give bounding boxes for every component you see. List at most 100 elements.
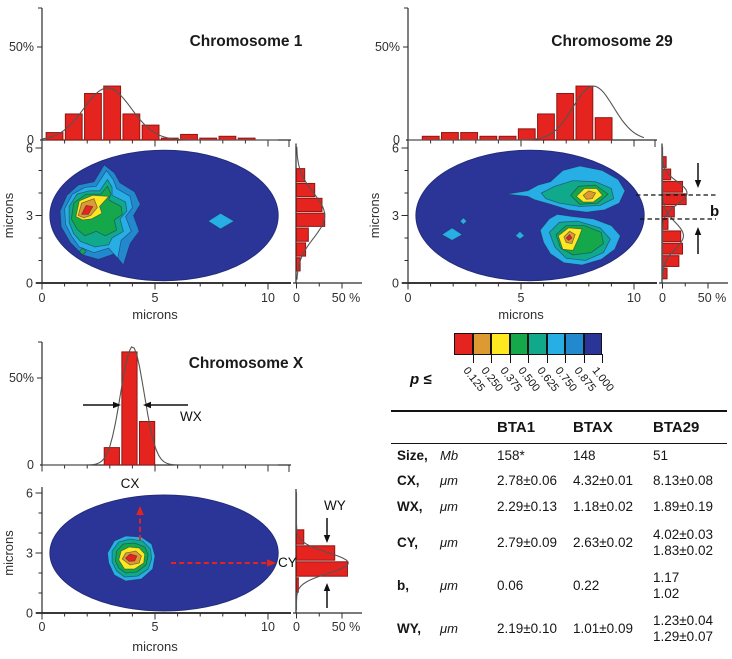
svg-text:0: 0 — [27, 458, 34, 472]
table-row: CX, μm 2.78±0.06 4.32±0.01 8.13±0.08 — [391, 468, 727, 494]
table-row: WY, μm 2.19±0.10 1.01±0.09 1.23±0.04 1.29±0.… — [391, 606, 727, 652]
contour-plot: 0 5 10 microns 0 3 6 microns — [1, 141, 291, 322]
table-header-blank — [391, 410, 491, 444]
annotation-label: b — [710, 203, 719, 220]
annotation-label: WY — [324, 498, 346, 513]
right-histogram: 0 50 % — [293, 489, 362, 634]
legend-and-table: p ≤ 0.125 0.250 0.375 0.500 0.625 0.750 0.875 1… — [366, 325, 732, 659]
legend-color-box — [491, 333, 510, 355]
annotation-label: CY — [278, 555, 297, 570]
table-cell: 1.18±0.02 — [573, 498, 633, 514]
svg-text:0: 0 — [39, 620, 46, 634]
table-body: Size, Mb 158* 148 51 CX, μm 2.78±0.06 4.32±0.01 8… — [391, 444, 727, 652]
table-row: WX, μm 2.29±0.13 1.18±0.02 1.89±0.19 — [391, 494, 727, 520]
panel-title: Chromosome 1 — [190, 33, 303, 50]
svg-text:0: 0 — [39, 291, 46, 305]
table-cell: 2.63±0.02 — [573, 534, 633, 550]
row-name: b, — [397, 577, 409, 593]
svg-text:50%: 50% — [9, 40, 34, 54]
row-name: CX, — [397, 472, 420, 488]
probability-legend: p ≤ 0.125 0.250 0.375 0.500 0.625 0.750 0.875 1… — [366, 325, 732, 405]
legend-color-box — [472, 333, 491, 355]
row-label: WX, μm — [391, 494, 491, 520]
svg-text:50 %: 50 % — [332, 291, 361, 305]
measurements-table: BTA1 BTAX BTA29 Size, Mb 158* 148 51 CX, μm 2.7… — [391, 410, 727, 652]
legend-color-box — [528, 333, 547, 355]
svg-text:0: 0 — [26, 607, 33, 621]
legend-tick — [565, 354, 566, 363]
row-name: CY, — [397, 534, 419, 550]
row-label: CX, μm — [391, 468, 491, 494]
legend-color-box — [454, 333, 473, 355]
table-cell: 2.19±0.10 — [497, 620, 557, 636]
panel-title: Chromosome 29 — [551, 33, 673, 50]
table-header-btax: BTAX — [567, 410, 647, 444]
svg-text:50 %: 50 % — [698, 291, 727, 305]
svg-text:3: 3 — [392, 209, 399, 223]
contour-plot: 0 5 10 microns 0 3 6 microns — [367, 141, 657, 322]
legend-tick — [528, 354, 529, 363]
svg-text:0: 0 — [405, 291, 412, 305]
table-cell: 0.06 — [497, 577, 524, 593]
svg-text:10: 10 — [261, 291, 275, 305]
row-unit: μm — [440, 534, 458, 550]
svg-text:10: 10 — [261, 620, 275, 634]
table-cell: 1.01±0.09 — [573, 620, 633, 636]
table-cell: 51 — [653, 447, 669, 463]
contour-plot: 0 5 10 microns 0 3 6 microns — [1, 487, 291, 654]
table-row: b, μm 0.06 0.22 1.17 1.02 — [391, 566, 727, 606]
svg-text:50%: 50% — [375, 40, 400, 54]
svg-text:0: 0 — [27, 133, 34, 147]
table-cell: 1.23±0.04 1.29±0.07 — [653, 612, 713, 644]
legend-color-box — [565, 333, 584, 355]
svg-text:50%: 50% — [9, 371, 34, 385]
right-histogram: 0 50 % — [293, 143, 362, 305]
top-histogram: 50% 0 — [9, 7, 291, 147]
right-histogram: 0 50 % — [659, 143, 728, 305]
svg-text:0: 0 — [293, 291, 300, 305]
row-label: Size, Mb — [391, 444, 491, 468]
row-unit: μm — [440, 472, 458, 488]
legend-tick — [583, 354, 585, 363]
svg-text:0: 0 — [392, 277, 399, 291]
annotation-label: WX — [180, 409, 202, 424]
svg-text:0: 0 — [659, 291, 666, 305]
table-header-row: BTA1 BTAX BTA29 — [391, 410, 727, 444]
svg-text:microns: microns — [367, 192, 382, 238]
top-histogram: 50% 0 — [375, 7, 657, 147]
legend-color-box — [583, 333, 602, 355]
svg-text:3: 3 — [26, 547, 33, 561]
row-unit: μm — [440, 577, 458, 593]
table-cell: 8.13±0.08 — [653, 472, 713, 488]
svg-text:50 %: 50 % — [332, 620, 361, 634]
row-label: WY, μm — [391, 606, 491, 652]
annotations: b — [636, 163, 719, 254]
svg-text:0: 0 — [293, 620, 300, 634]
row-name: WY, — [397, 620, 422, 636]
table-cell: 4.02±0.03 1.83±0.02 — [653, 526, 713, 558]
row-unit: μm — [440, 498, 458, 514]
svg-text:6: 6 — [26, 142, 33, 156]
legend-tick — [509, 354, 511, 363]
legend-tick — [546, 354, 548, 363]
row-unit: μm — [440, 620, 458, 636]
svg-text:microns: microns — [132, 639, 178, 654]
top-histogram: 50% 0 — [9, 341, 291, 472]
svg-text:10: 10 — [627, 291, 641, 305]
svg-text:6: 6 — [26, 487, 33, 501]
row-unit: Mb — [440, 447, 459, 463]
svg-text:0: 0 — [393, 133, 400, 147]
table-cell: 2.79±0.09 — [497, 534, 557, 550]
panel-title: Chromosome X — [189, 355, 304, 372]
svg-text:6: 6 — [392, 142, 399, 156]
legend-color-box — [546, 333, 565, 355]
table-header-bta29: BTA29 — [647, 410, 727, 444]
table-cell: 2.29±0.13 — [497, 498, 557, 514]
svg-text:3: 3 — [26, 209, 33, 223]
table-cell: 148 — [573, 447, 596, 463]
svg-text:microns: microns — [1, 192, 16, 238]
